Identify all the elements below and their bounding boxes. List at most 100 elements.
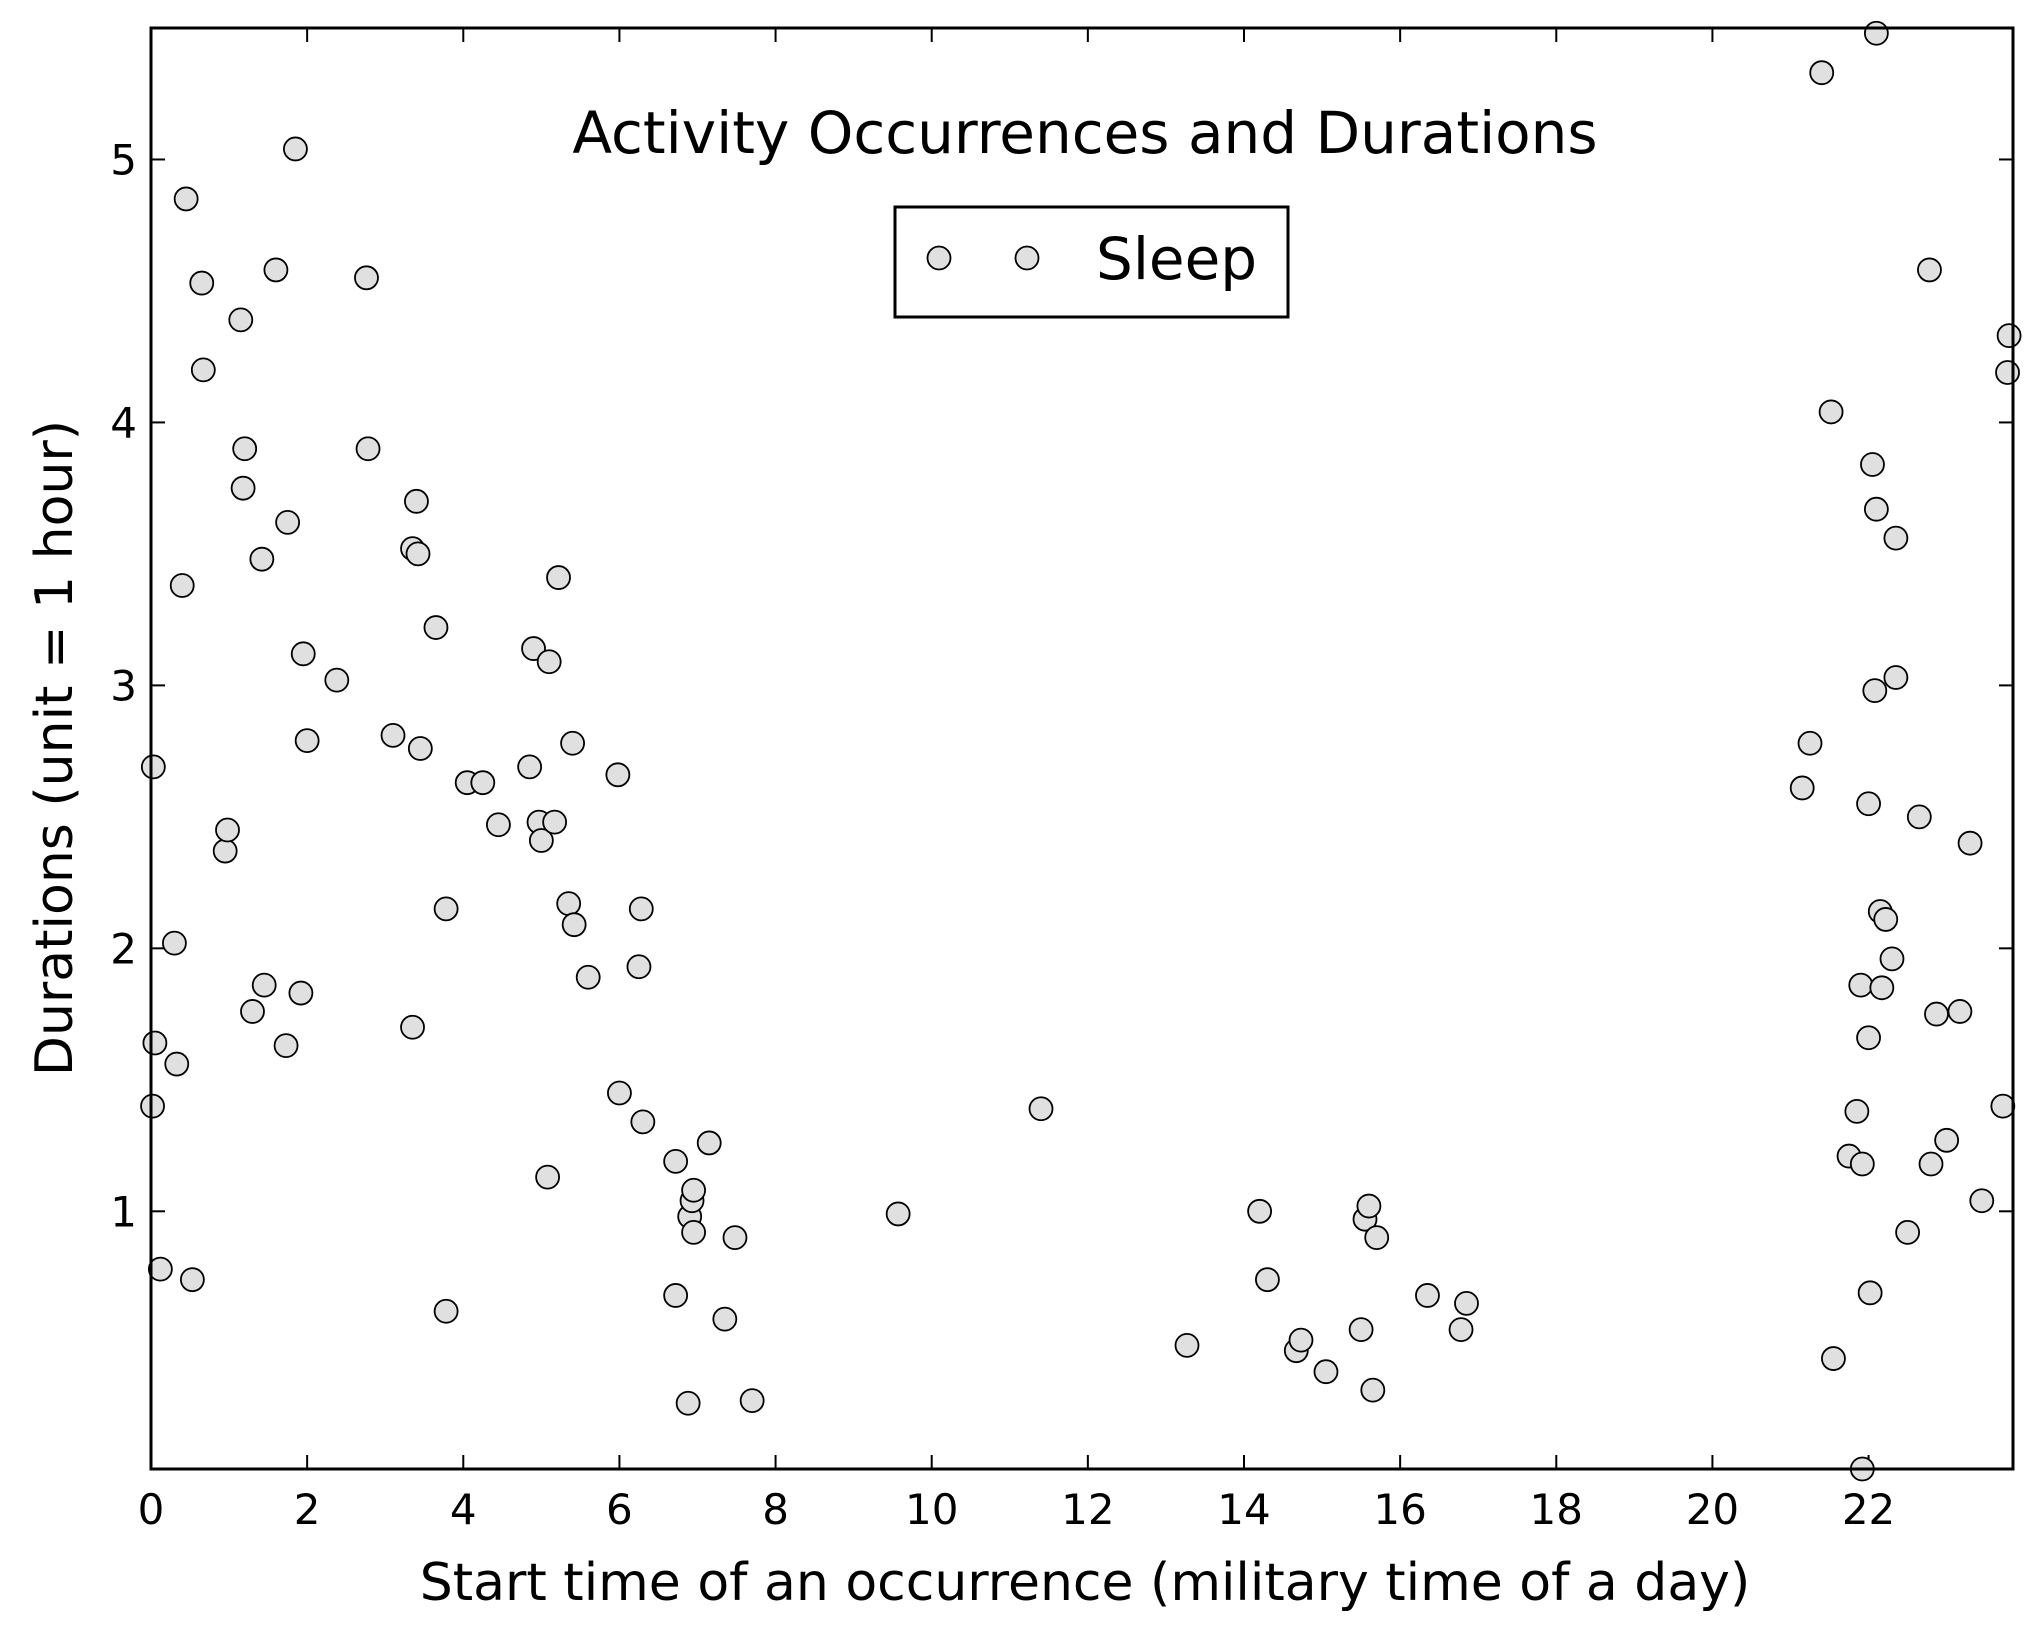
data-point [542,809,568,835]
data-point [1856,791,1881,817]
data-point [1789,775,1815,801]
x-tick-label: 16 [1373,1485,1426,1534]
data-point [251,972,277,998]
data-point [607,1080,632,1106]
data-point [354,265,379,291]
data-point [1990,1093,2016,1119]
legend-marker-right [1014,245,1040,271]
y-tick-label: 1 [110,1187,137,1236]
data-point [1174,1333,1200,1358]
data-point [423,615,449,640]
data-point [1969,1188,1995,1214]
data-point [1883,665,1909,690]
data-point [405,541,431,567]
data-point [885,1201,911,1227]
data-point [1848,972,1874,998]
data-point [630,1109,656,1135]
data-point [232,436,258,462]
data-point [1917,257,1942,283]
data-point [380,722,406,748]
x-tick-label: 22 [1842,1485,1895,1534]
data-point [722,1225,748,1250]
data-point [142,1030,168,1056]
data-point [546,565,571,590]
data-point [1288,1327,1314,1353]
x-tick-label: 2 [294,1485,321,1534]
data-point [230,475,256,501]
data-point [162,930,187,956]
data-point [190,357,216,383]
data-point [1869,975,1895,1001]
data-point [173,186,199,212]
x-tick-label: 18 [1530,1485,1583,1534]
data-point [1857,1280,1883,1306]
data-point [1028,1096,1054,1122]
data-point [1856,1025,1881,1051]
data-point [294,728,320,754]
data-point [433,1298,459,1324]
data-point [400,1014,425,1040]
data-point [696,1130,722,1156]
data-point [681,1177,706,1203]
legend: Sleep [893,205,1290,319]
y-tick-label: 2 [110,924,137,973]
data-point [1863,20,1889,46]
data-point [1809,60,1835,86]
data-point [355,436,381,462]
data-point [575,964,601,990]
data-point [1313,1359,1339,1385]
x-tick-label: 4 [450,1485,477,1534]
data-point [1797,730,1823,756]
data-point [1356,1193,1382,1219]
data-point [1895,1219,1921,1245]
data-point [663,1148,689,1174]
data-point [486,812,511,838]
data-point [681,1219,706,1245]
x-tick-label: 6 [606,1485,633,1534]
y-tick-label: 5 [110,135,137,184]
data-point [1247,1198,1273,1224]
legend-marker-left [926,245,952,271]
data-point [1924,1001,1949,1027]
legend-entry-sleep: Sleep [1096,225,1257,293]
data-point [1879,946,1905,972]
y-axis-label: Durations (unit = 1 hour) [25,420,85,1076]
data-point [179,1267,205,1293]
data-point [1348,1317,1374,1343]
y-tick-label: 3 [110,661,137,710]
data-point [1360,1377,1386,1403]
data-point [212,838,238,864]
data-point [249,546,275,572]
data-point [407,736,433,761]
data-point [147,1256,173,1282]
data-point [561,912,587,938]
data-point [1863,496,1889,522]
data-point [240,999,265,1024]
data-point [1364,1225,1390,1250]
data-point [1844,1098,1870,1124]
data-point [739,1388,765,1414]
data-point [605,762,631,788]
x-axis-label: Start time of an occurrence (military ti… [420,1553,1751,1613]
data-point [1860,452,1885,477]
x-tick-labels: 0 2 4 6 8 10 12 14 16 18 20 22 [138,1485,1896,1534]
data-point [189,270,215,296]
data-point [1906,804,1932,830]
x-tick-label: 0 [138,1485,165,1534]
y-tick-labels: 1 2 3 4 5 [110,135,137,1236]
data-point [536,649,562,675]
data-point [288,980,314,1006]
data-point [1454,1290,1479,1316]
data-point [1934,1127,1960,1153]
x-tick-label: 10 [905,1485,958,1534]
x-tick-label: 20 [1686,1485,1739,1534]
data-point [404,488,429,514]
chart-title: Activity Occurrences and Durations [572,99,1597,167]
legend-box [893,205,1290,319]
data-point [283,136,308,162]
data-point [1883,525,1909,551]
data-point [1821,1346,1846,1371]
data-point [675,1390,701,1416]
y-tick-label: 4 [110,398,137,447]
